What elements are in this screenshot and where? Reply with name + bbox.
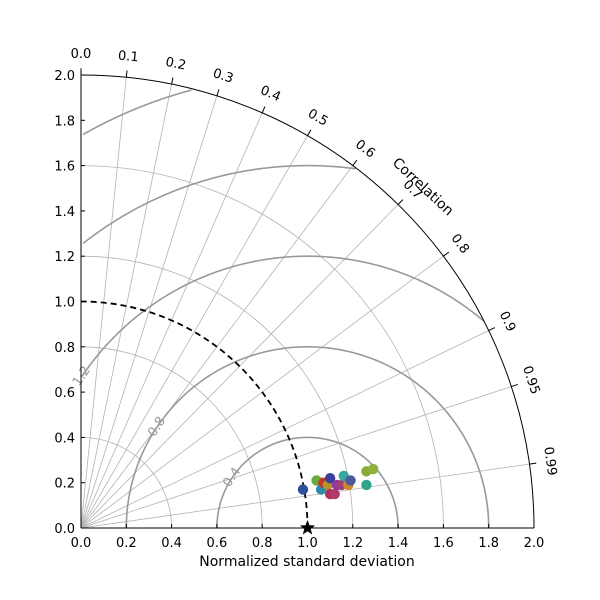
correlation-tick-label: 0.3	[211, 66, 235, 87]
data-point	[367, 463, 379, 475]
rms-contour	[82, 164, 356, 245]
x-tick-label: 1.6	[433, 536, 454, 551]
rms-contour-label: 0.8	[145, 414, 169, 440]
data-point	[345, 475, 356, 486]
rms-contour	[216, 436, 399, 528]
y-tick-label: 1.0	[54, 296, 75, 311]
correlation-tick-label: 0.2	[164, 55, 187, 74]
correlation-tick-label: 0.4	[258, 83, 283, 105]
reference-star-marker	[299, 520, 316, 535]
x-tick-label: 2.0	[524, 536, 545, 551]
x-tick-label: 0.0	[71, 536, 92, 551]
y-tick-label: 1.2	[54, 250, 75, 265]
y-tick-label: 0.2	[54, 477, 75, 492]
correlation-tick-mark	[352, 159, 358, 166]
x-tick-label: 1.4	[388, 536, 409, 551]
data-point	[324, 472, 336, 484]
rms-contour	[82, 89, 192, 136]
correlation-tick-mark	[488, 327, 496, 331]
rms-contour	[125, 345, 490, 529]
y-tick-label: 0.4	[54, 431, 75, 446]
correlation-tick-label: 0.6	[352, 137, 378, 161]
std-grid-arc	[80, 165, 444, 529]
x-tick-label: 0.6	[207, 536, 228, 551]
y-tick-label: 1.6	[54, 160, 75, 175]
correlation-tick-label: 0.95	[519, 364, 542, 396]
outer-arc	[80, 74, 535, 529]
correlation-tick-mark	[307, 129, 312, 136]
data-point	[361, 479, 372, 491]
correlation-tick-label: 0.8	[447, 231, 471, 257]
x-tick-label: 0.2	[116, 536, 137, 551]
correlation-grid-line	[80, 95, 218, 529]
correlation-tick-mark	[443, 251, 450, 257]
data-points-layer	[297, 463, 379, 535]
y-tick-label: 0.0	[54, 522, 75, 537]
x-tick-label: 0.4	[161, 536, 182, 551]
correlation-axis-label: Correlation	[389, 155, 456, 219]
x-tick-label: 1.8	[478, 536, 499, 551]
correlation-tick-mark	[216, 89, 220, 97]
y-tick-label: 0.8	[54, 341, 75, 356]
y-tick-label: 0.6	[54, 386, 75, 401]
y-tick-label: 2.0	[54, 69, 75, 84]
correlation-tick-label: 0.0	[71, 47, 92, 62]
correlation-tick-label: 0.1	[117, 49, 139, 66]
correlation-grid-line	[80, 135, 308, 529]
correlation-tick-mark	[261, 106, 266, 114]
correlation-grid-line	[80, 165, 354, 529]
rms-contour	[80, 255, 485, 378]
std-grid-arc	[80, 255, 354, 529]
correlation-tick-mark	[529, 462, 537, 465]
correlation-tick-mark	[125, 70, 128, 78]
frame-layer	[80, 74, 535, 529]
data-point	[297, 484, 309, 495]
rms-contours-layer: 0.40.81.2	[70, 89, 490, 529]
correlation-tick-label: 0.9	[496, 309, 519, 334]
data-point	[329, 488, 340, 500]
x-tick-label: 1.2	[342, 536, 363, 551]
rms-contour-label: 0.4	[220, 465, 244, 491]
correlation-tick-mark	[511, 383, 518, 388]
y-tick-label: 1.4	[54, 205, 75, 220]
x-axis-label: Normalized standard deviation	[199, 554, 414, 570]
correlation-tick-mark	[397, 199, 404, 205]
tick-labels-layer: 0.0 0.2 0.4 0.6 0.8 1.0 1.2 1.4 1.6 1.8 2.0 0.0 0.2 0…	[54, 47, 559, 551]
std-grid-arc	[80, 346, 263, 529]
reference-std-arc	[80, 300, 309, 529]
grid-layer	[80, 77, 530, 529]
x-tick-label: 0.8	[252, 536, 273, 551]
x-tick-label: 1.0	[297, 536, 318, 551]
y-tick-label: 1.8	[54, 114, 75, 129]
correlation-tick-mark	[171, 77, 174, 85]
correlation-tick-label: 0.99	[540, 446, 559, 477]
correlation-tick-label: 0.5	[305, 106, 330, 129]
